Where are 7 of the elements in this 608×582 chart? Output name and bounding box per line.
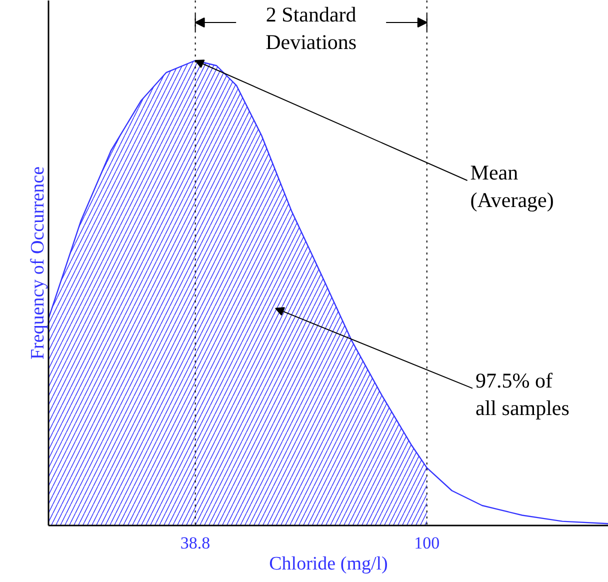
x-tick-label: 38.8 [180, 534, 210, 552]
y-axis-title: Frequency of Occurrence [28, 166, 48, 360]
text: 2 Standard Deviations [266, 2, 357, 54]
annotation: Mean (Average) [470, 160, 554, 212]
x-tick-label: 100 [414, 534, 440, 552]
x-axis-title: Chloride (mg/l) [269, 554, 388, 574]
annotation: 97.5% of all samples [476, 368, 570, 420]
